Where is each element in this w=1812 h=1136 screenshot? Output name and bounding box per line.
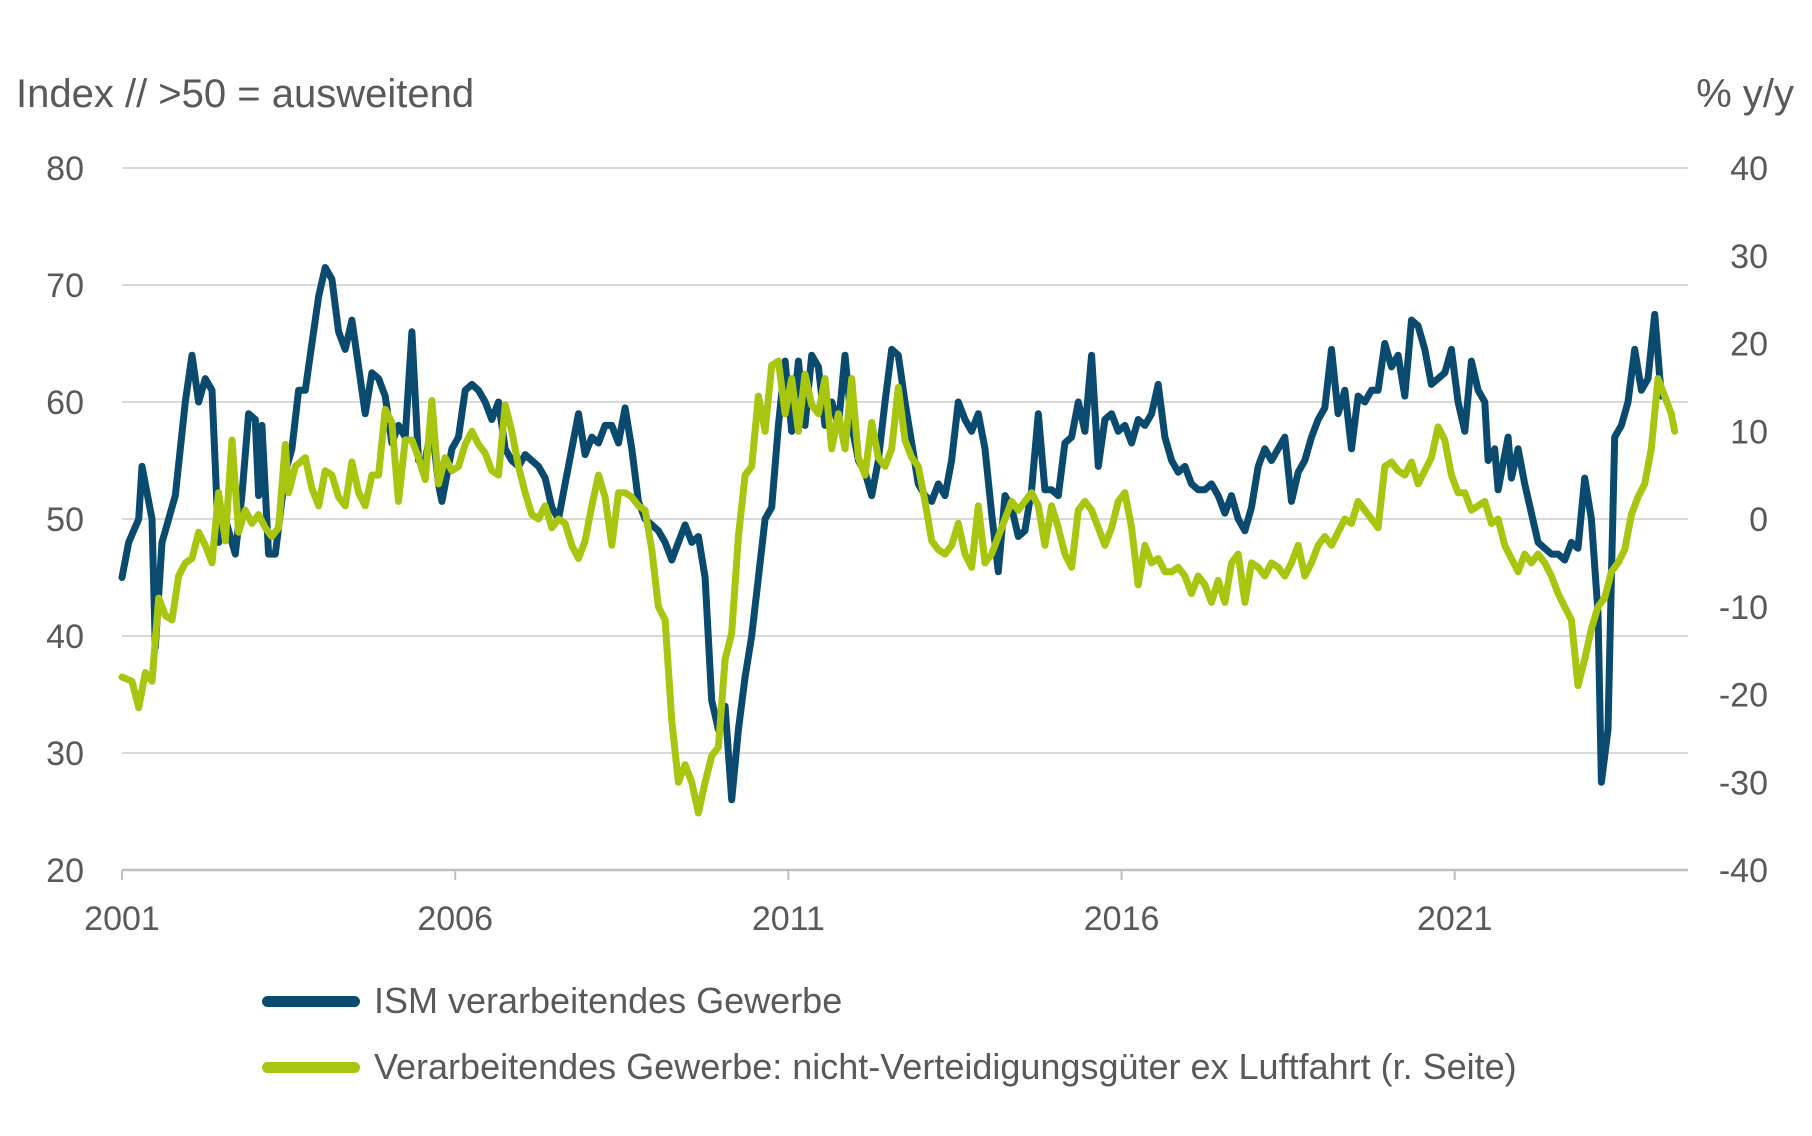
legend: ISM verarbeitendes Gewerbe Verarbeitende… bbox=[262, 968, 1517, 1100]
legend-swatch-orders bbox=[262, 1061, 360, 1073]
left-tick-label: 30 bbox=[46, 735, 84, 773]
left-tick-label: 20 bbox=[46, 852, 84, 890]
left-axis-label: Index // >50 = ausweitend bbox=[16, 72, 475, 116]
legend-label-orders: Verarbeitendes Gewerbe: nicht-Verteidigu… bbox=[374, 1046, 1517, 1087]
left-tick-label: 40 bbox=[46, 618, 84, 656]
right-tick-label: 30 bbox=[1730, 238, 1768, 276]
legend-label-ism: ISM verarbeitendes Gewerbe bbox=[374, 980, 843, 1021]
left-axis-ticks: 80 70 60 50 40 30 20 bbox=[46, 150, 84, 890]
series-layer bbox=[118, 264, 1679, 817]
series-line-ism bbox=[118, 264, 1665, 804]
right-tick-label: 0 bbox=[1749, 501, 1768, 539]
right-tick-label: 20 bbox=[1730, 326, 1768, 364]
x-tick-label: 2016 bbox=[1084, 900, 1160, 938]
gridlines bbox=[122, 167, 1688, 872]
right-tick-label: -20 bbox=[1719, 677, 1768, 715]
x-tick-label: 2006 bbox=[417, 900, 493, 938]
left-tick-label: 60 bbox=[46, 384, 84, 422]
x-axis-ticks: 2001 2006 2011 2016 2021 bbox=[84, 870, 1493, 938]
left-tick-label: 70 bbox=[46, 267, 84, 305]
legend-item-orders: Verarbeitendes Gewerbe: nicht-Verteidigu… bbox=[262, 1034, 1517, 1100]
series-line-orders bbox=[118, 357, 1679, 817]
legend-item-ism: ISM verarbeitendes Gewerbe bbox=[262, 968, 1517, 1034]
x-tick-label: 2011 bbox=[752, 900, 825, 938]
x-tick-label: 2021 bbox=[1417, 900, 1493, 938]
x-tick-label: 2001 bbox=[84, 900, 160, 938]
right-tick-label: -10 bbox=[1719, 589, 1768, 627]
left-tick-label: 50 bbox=[46, 501, 84, 539]
right-tick-label: -40 bbox=[1719, 852, 1768, 890]
legend-swatch-ism bbox=[262, 995, 360, 1007]
left-tick-label: 80 bbox=[46, 150, 84, 188]
right-tick-label: -30 bbox=[1719, 764, 1768, 802]
right-tick-label: 10 bbox=[1730, 413, 1768, 451]
right-tick-label: 40 bbox=[1730, 150, 1768, 188]
right-axis-label: % y/y bbox=[1696, 72, 1794, 116]
right-axis-ticks: 40 30 20 10 0 -10 -20 -30 -40 bbox=[1719, 150, 1768, 890]
